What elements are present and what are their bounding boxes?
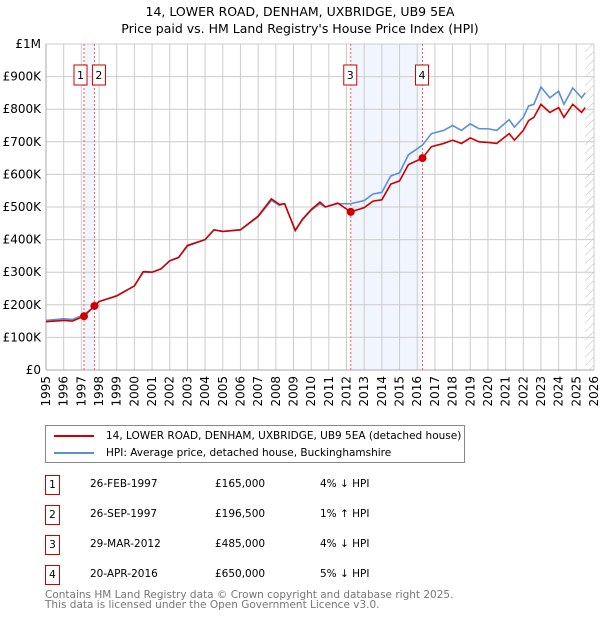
sale-row: 1 26-FEB-1997 £165,000 4% ↓ HPI: [45, 475, 465, 495]
sale-price: £485,000: [215, 538, 266, 550]
sale-marker-box: [415, 64, 430, 86]
sale-point: [346, 207, 355, 216]
legend-label: HPI: Average price, detached house, Buck…: [106, 447, 392, 459]
x-tick-label: 2021: [499, 376, 513, 407]
sale-number: 4: [45, 565, 60, 585]
sale-hpi-diff: 4% ↓ HPI: [320, 478, 370, 490]
y-tick-label: £200K: [3, 298, 43, 312]
sale-point: [80, 312, 89, 321]
sale-marker-label: 4: [419, 69, 426, 82]
x-tick-label: 2014: [375, 376, 389, 407]
sale-number: 3: [45, 535, 60, 555]
x-tick-label: 2010: [304, 376, 318, 407]
legend-item-hpi: HPI: Average price, detached house, Buck…: [54, 445, 391, 461]
sale-price: £650,000: [215, 568, 266, 580]
sale-date: 26-SEP-1997: [90, 508, 158, 520]
sale-row: 2 26-SEP-1997 £196,500 1% ↑ HPI: [45, 505, 465, 525]
x-tick-label: 1997: [74, 376, 88, 407]
x-tick-label: 2024: [552, 376, 566, 407]
sale-number: 2: [45, 505, 60, 525]
legend-swatch-blue: [54, 452, 94, 454]
y-tick-label: £700K: [3, 135, 43, 149]
footer-line: Contains HM Land Registry data © Crown c…: [45, 589, 454, 601]
x-tick-label: 2026: [587, 376, 600, 407]
x-tick-label: 1996: [57, 376, 71, 407]
x-tick-label: 2018: [446, 376, 460, 407]
x-tick-label: 2023: [534, 376, 548, 407]
x-tick-label: 2005: [216, 376, 230, 407]
x-tick-label: 2008: [269, 376, 283, 407]
chart-plot: £0 £100K £200K £300K £400K £500K £600K £700K £80…: [3, 37, 600, 407]
y-tick-label: £500K: [3, 200, 43, 214]
x-tick-label: 1998: [92, 376, 106, 407]
footer-line: This data is licensed under the Open Gov…: [45, 599, 380, 611]
legend: 14, LOWER ROAD, DENHAM, UXBRIDGE, UB9 5E…: [45, 425, 465, 463]
y-tick-label: £900K: [3, 70, 43, 84]
x-tick-label: 1999: [110, 376, 124, 407]
legend-label: 14, LOWER ROAD, DENHAM, UXBRIDGE, UB9 5E…: [106, 430, 462, 442]
x-tick-label: 2009: [286, 376, 300, 407]
price-paid-line: [45, 103, 586, 323]
sale-date: 26-FEB-1997: [90, 478, 158, 490]
sale-date: 20-APR-2016: [90, 568, 158, 580]
x-tick-label: 2022: [516, 376, 530, 407]
sale-row: 4 20-APR-2016 £650,000 5% ↓ HPI: [45, 565, 465, 585]
sale-hpi-diff: 5% ↓ HPI: [320, 568, 370, 580]
x-tick-label: 2006: [233, 376, 247, 407]
chart-subtitle: Price paid vs. HM Land Registry's House …: [121, 21, 479, 36]
legend-item-property: 14, LOWER ROAD, DENHAM, UXBRIDGE, UB9 5E…: [54, 428, 461, 444]
x-tick-label: 2000: [127, 376, 141, 407]
sale-hpi-diff: 4% ↓ HPI: [320, 538, 370, 550]
footer: Contains HM Land Registry data © Crown c…: [45, 589, 454, 611]
sale-hpi-diff: 1% ↑ HPI: [320, 508, 370, 520]
sale-marker-label: 1: [77, 69, 84, 82]
x-tick-label: 2013: [357, 376, 371, 407]
sale-marker-box: [73, 64, 88, 86]
sale-marker-label: 2: [95, 69, 102, 82]
x-tick-label: 2001: [145, 376, 159, 407]
y-tick-label: £600K: [3, 167, 43, 181]
x-tick-label: 2025: [569, 376, 583, 407]
sale-point: [418, 154, 427, 163]
y-tick-label: £400K: [3, 233, 43, 247]
sale-price: £165,000: [215, 478, 266, 490]
sale-point: [90, 301, 99, 310]
y-tick-label: £0: [26, 363, 41, 377]
x-tick-label: 1995: [39, 376, 53, 407]
sale-date: 29-MAR-2012: [90, 538, 161, 550]
x-tick-label: 2015: [393, 376, 407, 407]
x-tick-label: 2020: [481, 376, 495, 407]
x-tick-label: 2007: [251, 376, 265, 407]
sale-number: 1: [45, 475, 60, 495]
chart-title: 14, LOWER ROAD, DENHAM, UXBRIDGE, UB9 5E…: [145, 4, 455, 19]
sale-marker-box: [343, 64, 358, 86]
sale-marker-box: [91, 64, 106, 86]
y-tick-label: £800K: [3, 102, 43, 116]
sale-marker-label: 3: [347, 69, 354, 82]
y-tick-label: £300K: [3, 265, 43, 279]
y-tick-label: £1M: [15, 37, 41, 51]
sale-row: 3 29-MAR-2012 £485,000 4% ↓ HPI: [45, 535, 465, 555]
x-tick-label: 2017: [428, 376, 442, 407]
x-tick-label: 2016: [410, 376, 424, 407]
sale-price: £196,500: [215, 508, 266, 520]
legend-swatch-red: [54, 435, 94, 437]
hpi-line: [45, 85, 586, 322]
x-tick-label: 2003: [180, 376, 194, 407]
x-tick-label: 2012: [340, 376, 354, 407]
x-tick-label: 2004: [198, 376, 212, 407]
x-tick-label: 2019: [463, 376, 477, 407]
y-tick-label: £100K: [3, 330, 43, 344]
x-tick-label: 2011: [322, 376, 336, 407]
x-tick-label: 2002: [163, 376, 177, 407]
